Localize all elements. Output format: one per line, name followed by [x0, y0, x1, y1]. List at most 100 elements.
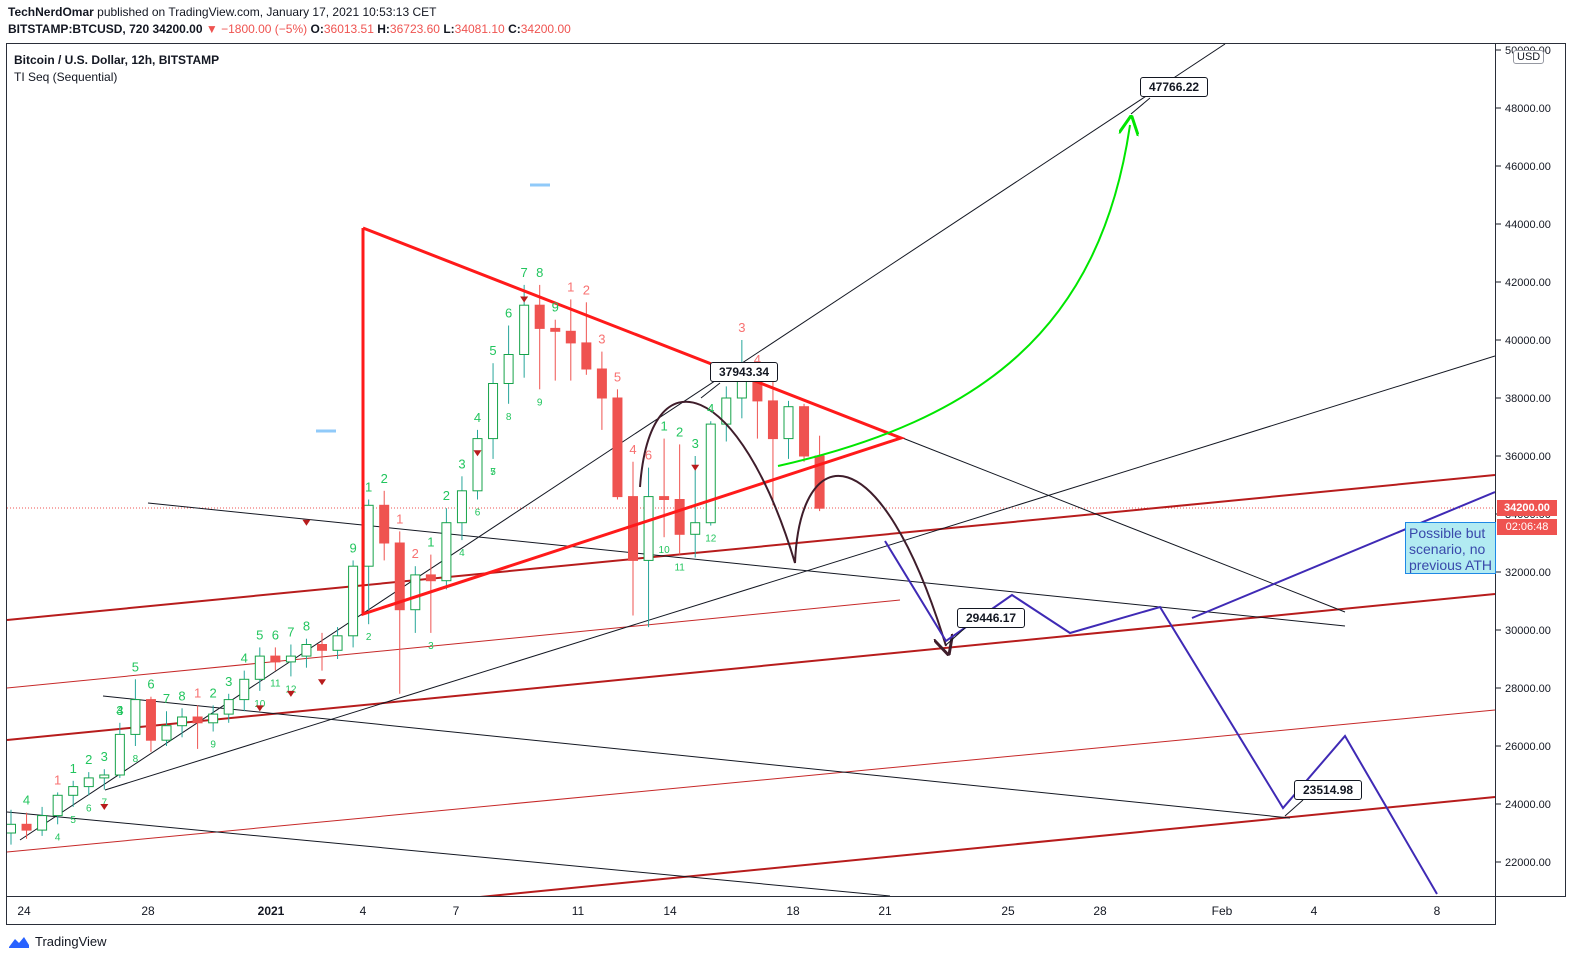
price-axis[interactable]: [1496, 43, 1566, 897]
candle[interactable]: [68, 780, 79, 807]
candle[interactable]: [7, 809, 16, 845]
td-sequential-count: 4: [116, 703, 123, 718]
candle[interactable]: [21, 812, 32, 839]
currency-badge[interactable]: USD: [1513, 50, 1545, 64]
candle[interactable]: [472, 429, 483, 500]
candle-body: [223, 699, 234, 715]
candle[interactable]: [177, 708, 188, 738]
trendline-up-shallow: [104, 355, 1495, 791]
candle[interactable]: [114, 722, 125, 778]
candle[interactable]: [239, 670, 250, 712]
candle[interactable]: [767, 380, 778, 506]
time-axis[interactable]: [6, 897, 1496, 925]
time-tick-label: 7: [453, 904, 460, 918]
candle[interactable]: [394, 531, 405, 694]
brand-name: TradingView: [35, 934, 107, 949]
candle[interactable]: [628, 461, 638, 616]
td-sequential-count: 6: [272, 627, 279, 642]
candle[interactable]: [37, 806, 48, 836]
candle[interactable]: [52, 792, 63, 825]
candle-body: [99, 774, 110, 779]
candle[interactable]: [317, 632, 327, 671]
candle[interactable]: [783, 400, 794, 459]
candle[interactable]: [410, 566, 421, 633]
td-sequential-count: 6: [147, 677, 154, 692]
time-tick-label: 24: [17, 904, 31, 918]
candle[interactable]: [145, 696, 156, 752]
td-sequential-count: 4: [474, 410, 481, 425]
bullish-path-arrow: [777, 125, 1130, 467]
candle[interactable]: [814, 435, 825, 512]
sell-setup-arrow-icon: [100, 804, 109, 810]
candle[interactable]: [721, 386, 732, 442]
sell-setup-arrow-icon: [520, 296, 529, 303]
td-sequential-count: 8: [133, 754, 139, 765]
candle-body: [239, 678, 250, 701]
candle[interactable]: [565, 299, 576, 381]
candle[interactable]: [223, 693, 234, 723]
candle[interactable]: [83, 772, 94, 796]
callout-pointer-support2: [1284, 799, 1304, 817]
candle[interactable]: [192, 705, 203, 749]
td-sequential-count: 12: [285, 684, 297, 695]
td-sequential-count: 7: [287, 625, 294, 640]
td-sequential-count: 3: [692, 436, 699, 451]
channel-line-1: [7, 474, 1495, 621]
candle[interactable]: [254, 647, 265, 691]
candle[interactable]: [301, 638, 312, 668]
candle-body: [68, 786, 79, 796]
support-2-label: 23514.98: [1294, 780, 1363, 800]
candle[interactable]: [596, 351, 607, 430]
candle[interactable]: [456, 476, 467, 541]
candle[interactable]: [659, 438, 670, 538]
note-line-3: previous ATH: [1409, 557, 1492, 573]
td-sequential-count: 1: [567, 279, 574, 294]
candle[interactable]: [441, 508, 452, 590]
candle-body: [596, 368, 607, 399]
candle[interactable]: [534, 284, 545, 390]
candle[interactable]: [348, 560, 359, 648]
td-sequential-count: 2: [366, 632, 372, 643]
td-sequential-count: 8: [303, 619, 310, 634]
candle[interactable]: [332, 627, 343, 659]
candle[interactable]: [285, 644, 296, 677]
candle[interactable]: [799, 403, 810, 462]
candle[interactable]: [161, 711, 172, 746]
candle[interactable]: [425, 554, 436, 633]
candle[interactable]: [99, 769, 110, 790]
td-sequential-count: 6: [86, 803, 92, 814]
candle[interactable]: [270, 647, 281, 671]
candle[interactable]: [550, 319, 561, 381]
candle[interactable]: [643, 467, 654, 628]
candle-body: [37, 815, 48, 831]
td-sequential-count: 9: [349, 540, 356, 555]
candle[interactable]: [503, 325, 514, 404]
footer-brand[interactable]: TradingView: [8, 934, 107, 949]
td-sequential-count: 2: [412, 546, 419, 561]
channel-line-3: [479, 796, 1495, 896]
time-tick-label: 18: [786, 904, 800, 918]
chart-pane[interactable]: [6, 43, 1496, 897]
candle-body: [285, 655, 296, 663]
close-value: 34200.00: [520, 22, 571, 36]
sell-setup-arrow-icon: [286, 690, 295, 697]
candle[interactable]: [705, 421, 716, 526]
candle[interactable]: [488, 363, 499, 459]
price-tick-label: 22000.00: [1505, 857, 1551, 869]
price-tick-label: 44000.00: [1505, 219, 1551, 231]
price-tick-label: 46000.00: [1505, 161, 1551, 173]
td-sequential-count: 6: [475, 508, 481, 519]
candle[interactable]: [363, 499, 374, 625]
scenario-path-2: [1191, 491, 1495, 619]
candle[interactable]: [674, 444, 685, 555]
candle[interactable]: [612, 389, 623, 500]
td-sequential-count: 2: [676, 424, 683, 439]
candle[interactable]: [379, 490, 390, 561]
trendline-down-2: [7, 811, 891, 896]
candle[interactable]: [208, 705, 219, 732]
candle[interactable]: [130, 679, 141, 746]
publish-date: published on TradingView.com, January 17…: [97, 5, 437, 19]
td-sequential-count: 5: [490, 467, 496, 478]
td-sequential-count: 8: [536, 265, 543, 280]
